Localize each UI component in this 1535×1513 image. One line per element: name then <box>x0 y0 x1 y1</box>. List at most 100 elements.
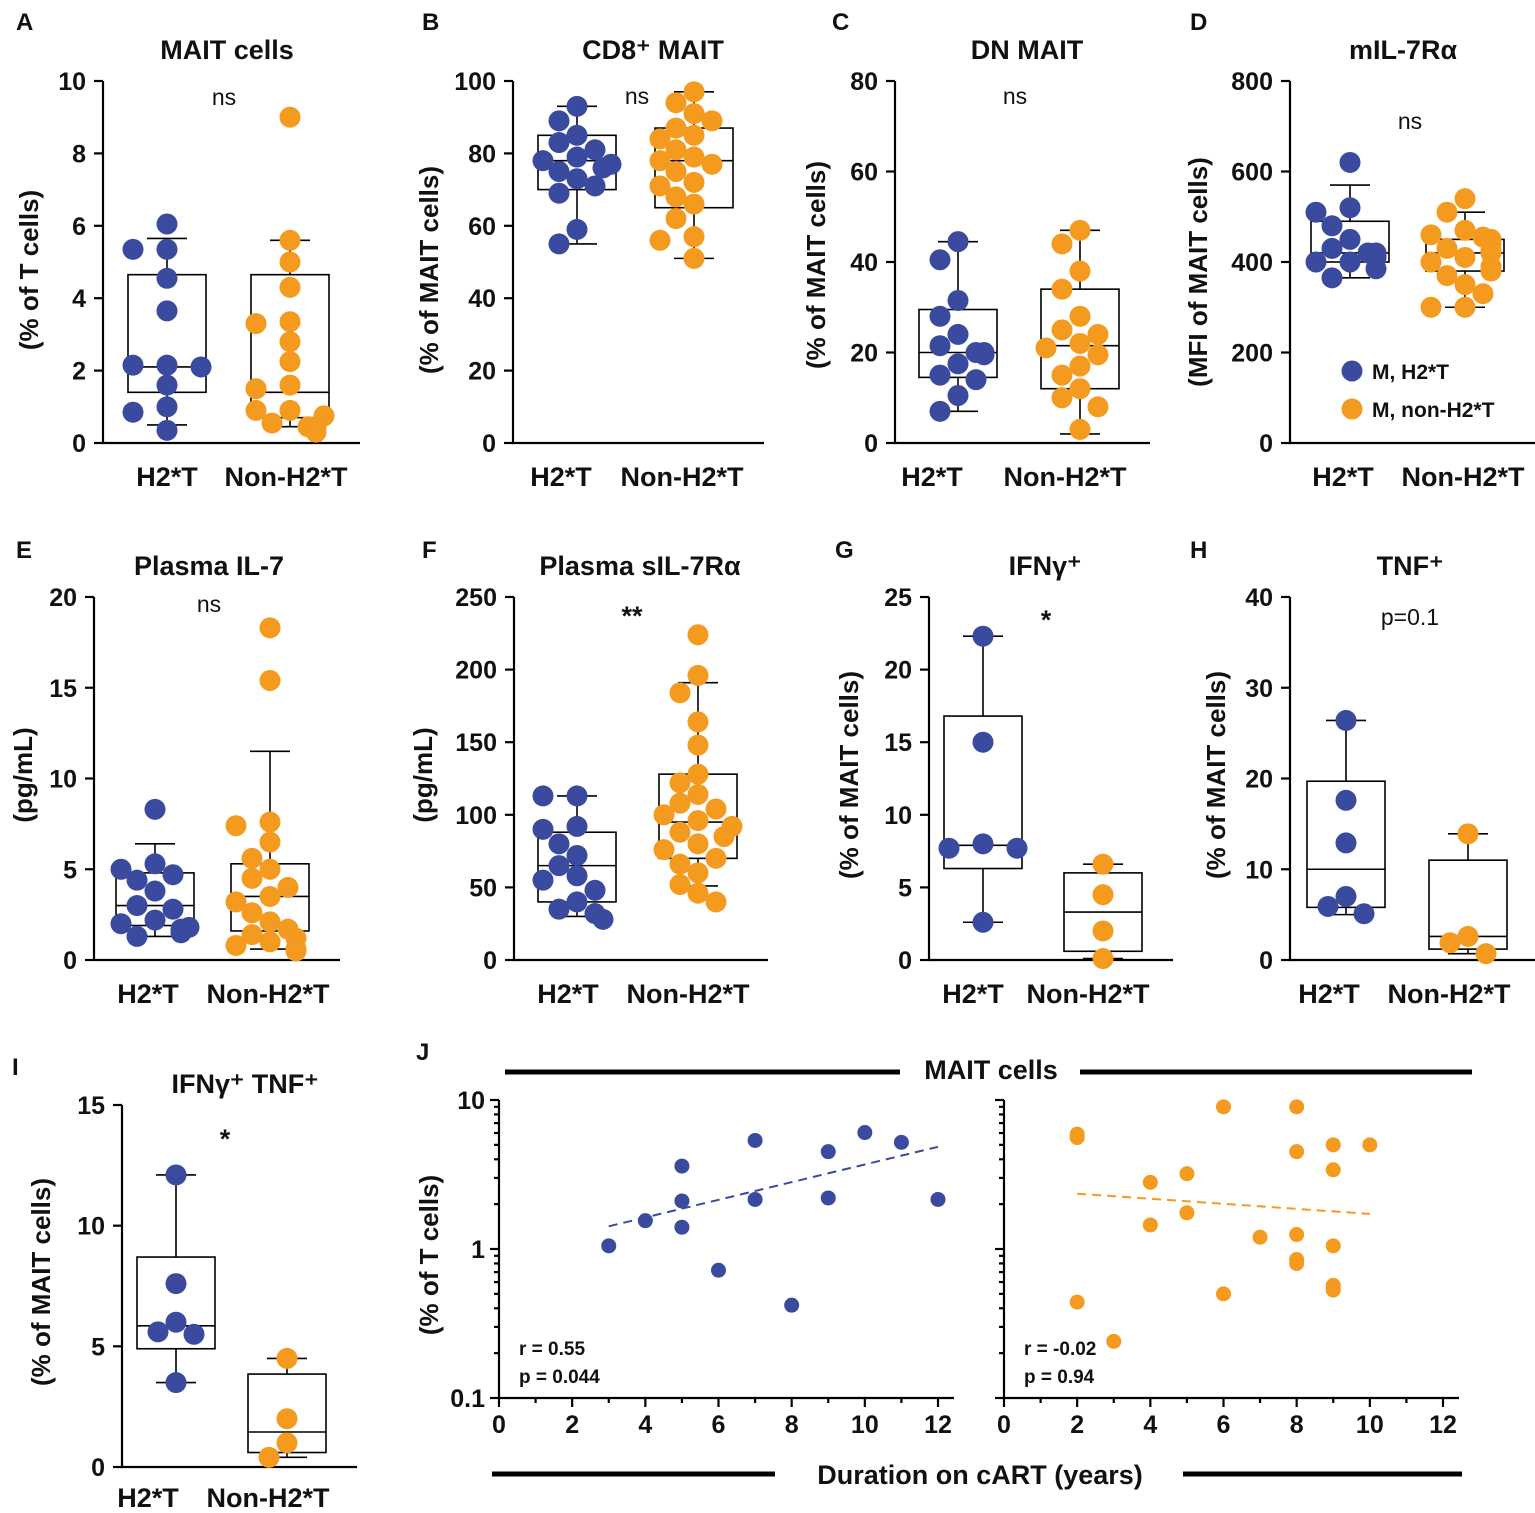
point-non-h2t <box>669 772 691 794</box>
point-non-h2t <box>1069 1130 1085 1146</box>
point-h2t <box>548 110 570 132</box>
point-non-h2t <box>1289 1144 1305 1160</box>
point-h2t <box>601 1238 617 1254</box>
point-non-h2t <box>245 399 267 421</box>
point-h2t <box>1321 237 1343 259</box>
y-tick-label: 6 <box>72 213 86 241</box>
point-non-h2t <box>1475 943 1497 965</box>
point-h2t <box>947 353 969 375</box>
point-non-h2t <box>713 826 735 848</box>
significance-label: ns <box>625 83 649 109</box>
y-tick-label: 150 <box>455 729 497 757</box>
point-non-h2t <box>1051 364 1073 386</box>
point-h2t <box>147 1321 169 1343</box>
point-h2t <box>857 1125 873 1141</box>
point-non-h2t <box>649 150 671 172</box>
point-h2t <box>566 844 588 866</box>
point-h2t <box>1335 709 1357 731</box>
y-tick-label: 20 <box>1245 766 1273 794</box>
category-label: H2*T <box>1312 462 1374 492</box>
y-tick-label: 0 <box>1259 430 1273 458</box>
point-h2t <box>156 267 178 289</box>
legend-marker-h2t <box>1341 360 1363 382</box>
point-h2t <box>947 289 969 311</box>
point-h2t <box>165 1311 187 1333</box>
point-h2t <box>1365 258 1387 280</box>
x-tick-label: 2 <box>1070 1411 1084 1439</box>
point-non-h2t <box>1420 224 1442 246</box>
point-non-h2t <box>1325 1238 1341 1254</box>
point-non-h2t <box>1472 283 1494 305</box>
y-tick-label: 2 <box>72 358 86 386</box>
point-non-h2t <box>279 251 301 273</box>
point-h2t <box>674 1158 690 1174</box>
point-h2t <box>566 124 588 146</box>
point-h2t <box>1339 151 1361 173</box>
panel-label-c: C <box>832 9 849 36</box>
panel-label-d: D <box>1190 9 1207 36</box>
point-non-h2t <box>279 331 301 353</box>
point-h2t <box>1305 251 1327 273</box>
y-tick-label: 0 <box>864 430 878 458</box>
point-non-h2t <box>1454 296 1476 318</box>
point-non-h2t <box>1069 418 1091 440</box>
point-non-h2t <box>1069 332 1091 354</box>
point-h2t <box>893 1134 909 1150</box>
point-non-h2t <box>687 664 709 686</box>
point-non-h2t <box>1051 278 1073 300</box>
category-label: H2*T <box>901 462 963 492</box>
point-h2t <box>156 419 178 441</box>
point-non-h2t <box>1092 853 1114 875</box>
point-non-h2t <box>1436 265 1458 287</box>
point-non-h2t <box>1092 948 1114 970</box>
point-h2t <box>592 908 614 930</box>
x-tick-label: 12 <box>1429 1411 1457 1439</box>
x-tick-label: 10 <box>851 1411 879 1439</box>
point-h2t <box>584 879 606 901</box>
significance-label: ns <box>1003 83 1027 109</box>
y-tick-label: 25 <box>884 584 912 612</box>
point-non-h2t <box>705 847 727 869</box>
point-h2t <box>972 833 994 855</box>
y-tick-label: 100 <box>455 802 497 830</box>
significance-label: * <box>1041 605 1052 635</box>
panel-title-d: mIL-7Rα <box>1349 35 1458 65</box>
category-label: H2*T <box>530 462 592 492</box>
point-h2t <box>566 785 588 807</box>
point-non-h2t <box>687 783 709 805</box>
category-label: H2*T <box>942 979 1004 1009</box>
point-non-h2t <box>669 821 691 843</box>
point-non-h2t <box>1420 296 1442 318</box>
point-h2t <box>592 157 614 179</box>
x-tick-label: 4 <box>638 1411 652 1439</box>
y-tick-label: 5 <box>63 856 77 884</box>
category-label: Non-H2*T <box>627 979 750 1009</box>
y-tick-label: 100 <box>454 68 496 96</box>
x-axis-label: Duration on cART (years) <box>817 1460 1143 1490</box>
point-non-h2t <box>241 847 263 869</box>
y-tick-label: 0 <box>63 947 77 975</box>
point-h2t <box>165 1273 187 1295</box>
point-non-h2t <box>1457 925 1479 947</box>
y-axis-label: (% of MAIT cells) <box>801 161 831 369</box>
category-label: H2*T <box>117 979 179 1009</box>
y-axis-label: (% of MAIT cells) <box>414 166 444 374</box>
point-non-h2t <box>1325 1282 1341 1298</box>
point-non-h2t <box>669 873 691 895</box>
point-non-h2t <box>259 831 281 853</box>
point-non-h2t <box>1051 319 1073 341</box>
significance-label: ** <box>621 601 643 631</box>
point-h2t <box>1305 201 1327 223</box>
point-non-h2t <box>245 313 267 335</box>
panel-title-b: CD8⁺ MAIT <box>582 35 724 65</box>
point-non-h2t <box>279 374 301 396</box>
category-label: Non-H2*T <box>225 462 348 492</box>
point-non-h2t <box>277 876 299 898</box>
point-non-h2t <box>683 124 705 146</box>
point-non-h2t <box>649 229 671 251</box>
point-non-h2t <box>687 862 709 884</box>
point-non-h2t <box>285 940 307 962</box>
point-h2t <box>156 300 178 322</box>
point-non-h2t <box>687 711 709 733</box>
point-h2t <box>947 323 969 345</box>
